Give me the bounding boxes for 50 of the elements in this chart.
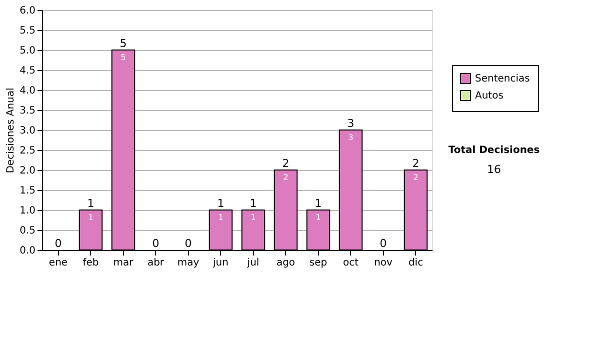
x-tick-label: mar xyxy=(113,258,134,268)
y-tick-label: 0.0 xyxy=(20,246,36,256)
x-tick-label: oct xyxy=(342,258,359,268)
x-tick-label: sep xyxy=(309,258,328,268)
data-label: 1 xyxy=(218,213,224,222)
y-tick-label: 2.0 xyxy=(20,166,36,176)
y-tick-label: 3.5 xyxy=(20,106,36,116)
x-tick-label: dic xyxy=(408,258,424,268)
legend-label: Sentencias xyxy=(475,74,530,84)
total-label: 1 xyxy=(87,197,94,210)
x-tick-label: ago xyxy=(276,258,296,268)
total-label: 0 xyxy=(184,237,192,250)
total-label: 0 xyxy=(380,237,387,250)
total-label: 0 xyxy=(54,237,62,250)
x-tick-label: may xyxy=(177,258,200,268)
total-label: 3 xyxy=(347,117,354,130)
legend-label: Autos xyxy=(475,90,504,102)
data-label: 2 xyxy=(283,173,288,182)
y-tick-label: 5.5 xyxy=(20,26,36,36)
x-tick-label: nov xyxy=(374,258,393,268)
x-tick-label: jun xyxy=(212,258,228,268)
x-tick-label: abr xyxy=(147,258,165,268)
total-label: 1 xyxy=(217,197,224,210)
total-label: 2 xyxy=(412,157,420,170)
text: 16 xyxy=(487,163,501,176)
data-label: 1 xyxy=(316,213,321,222)
y-tick-label: 5.0 xyxy=(20,46,36,56)
x-tick-label: jul xyxy=(246,258,260,268)
text: Total Decisiones xyxy=(448,145,540,156)
y-tick-label: 2.5 xyxy=(20,146,36,156)
data-label: 1 xyxy=(250,213,256,222)
y-tick-label: 0.5 xyxy=(20,226,36,236)
y-axis-title: Decisiones Anual xyxy=(6,88,17,174)
y-tick-label: 6.0 xyxy=(20,6,36,16)
data-label: 1 xyxy=(88,213,94,222)
x-tick-label: feb xyxy=(82,258,99,268)
y-tick-label: 4.0 xyxy=(20,86,36,96)
data-label: 2 xyxy=(413,173,418,182)
total-label: 1 xyxy=(250,197,257,210)
total-label: 2 xyxy=(282,157,290,170)
y-tick-label: 4.5 xyxy=(20,66,36,76)
x-tick-label: ene xyxy=(48,258,68,268)
total-label: 1 xyxy=(314,197,322,210)
total-label: 5 xyxy=(120,37,127,50)
y-tick-label: 3.0 xyxy=(20,126,36,136)
y-tick-label: 1.0 xyxy=(20,206,36,216)
data-label: 5 xyxy=(120,53,126,62)
total-label: 0 xyxy=(152,237,160,250)
y-tick-label: 1.5 xyxy=(20,186,36,196)
data-label: 3 xyxy=(348,133,354,142)
